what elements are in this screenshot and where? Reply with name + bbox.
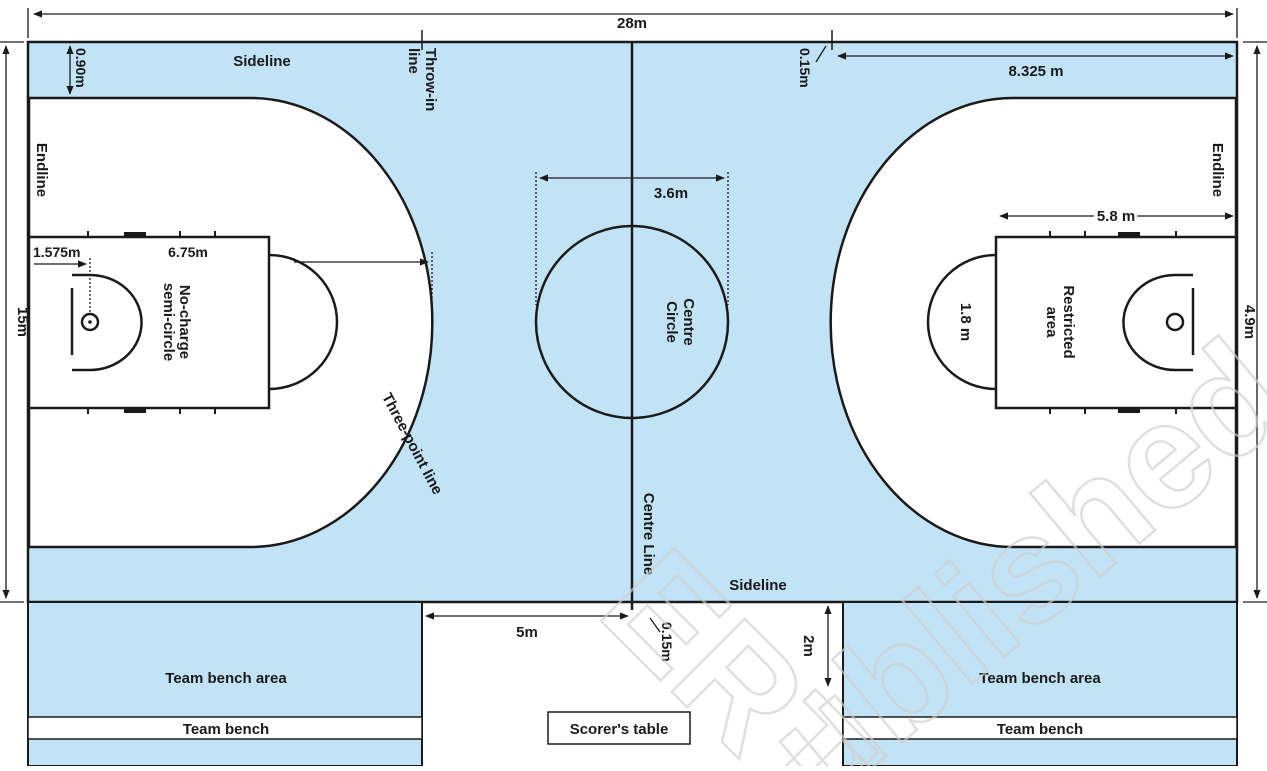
team-bench-right [842,716,1238,740]
bench-dashed-edges [27,740,1238,766]
label-width: 15m [14,307,31,337]
label-no-charge-1: No-charge [176,285,193,359]
label-centre-circle-1: Centre [680,298,697,346]
no-charge-arc-left [72,273,143,372]
label-centre-circle-2: Circle [663,301,680,343]
label-team-bench-right: Team bench [997,721,1083,738]
label-dim-015-bottom: 0.15m [659,622,675,662]
label-dim-015-top: 0.15m [797,48,813,88]
label-no-charge-2: semi-circle [160,283,177,361]
label-team-bench-area-right: Team bench area [979,670,1101,687]
label-throw-in-line-2: line [405,48,422,74]
ring-centre-dot-left [88,320,92,324]
label-restricted-area-1: Restricted [1060,285,1077,358]
label-centre-line: Centre Line [640,493,657,576]
free-throw-semicircle-right [926,253,997,391]
label-dim-2m: 2m [800,635,817,657]
label-dim-18: 1.8 m [957,303,974,341]
ring-right [1165,312,1185,332]
label-dim-36: 3.6m [654,185,688,202]
label-dim-675: 6.75m [168,244,208,260]
label-sideline-top: Sideline [233,53,291,70]
label-dim-8325: 8.325 m [1008,63,1063,80]
label-endline-right: Endline [1209,143,1226,197]
centre-circle [534,224,730,420]
label-dim-58: 5.8 m [1097,208,1135,225]
label-dim-090: 0.90m [73,48,89,88]
label-length: 28m [617,15,647,32]
label-sideline-bottom: Sideline [729,577,787,594]
key-right [994,235,1238,410]
lane-marks [87,231,1177,414]
scorers-table [547,711,691,745]
label-restricted-area-2: area [1043,307,1060,339]
team-bench-left [27,716,423,740]
label-scorers-table: Scorer's table [570,721,669,738]
label-team-bench-left: Team bench [183,721,269,738]
dimension-lines [0,8,1267,687]
key-left [27,235,271,410]
no-charge-arc-right [1122,273,1193,372]
label-team-bench-area-left: Team bench area [165,670,287,687]
label-dim-5m: 5m [516,624,538,641]
label-dim-49: 4.9m [1241,305,1258,339]
label-dim-1575: 1.575m [33,244,80,260]
label-endline-left: Endline [33,143,50,197]
neutral-zone-blocks [124,232,1140,413]
label-throw-in-line-1: Throw-in [422,48,439,111]
